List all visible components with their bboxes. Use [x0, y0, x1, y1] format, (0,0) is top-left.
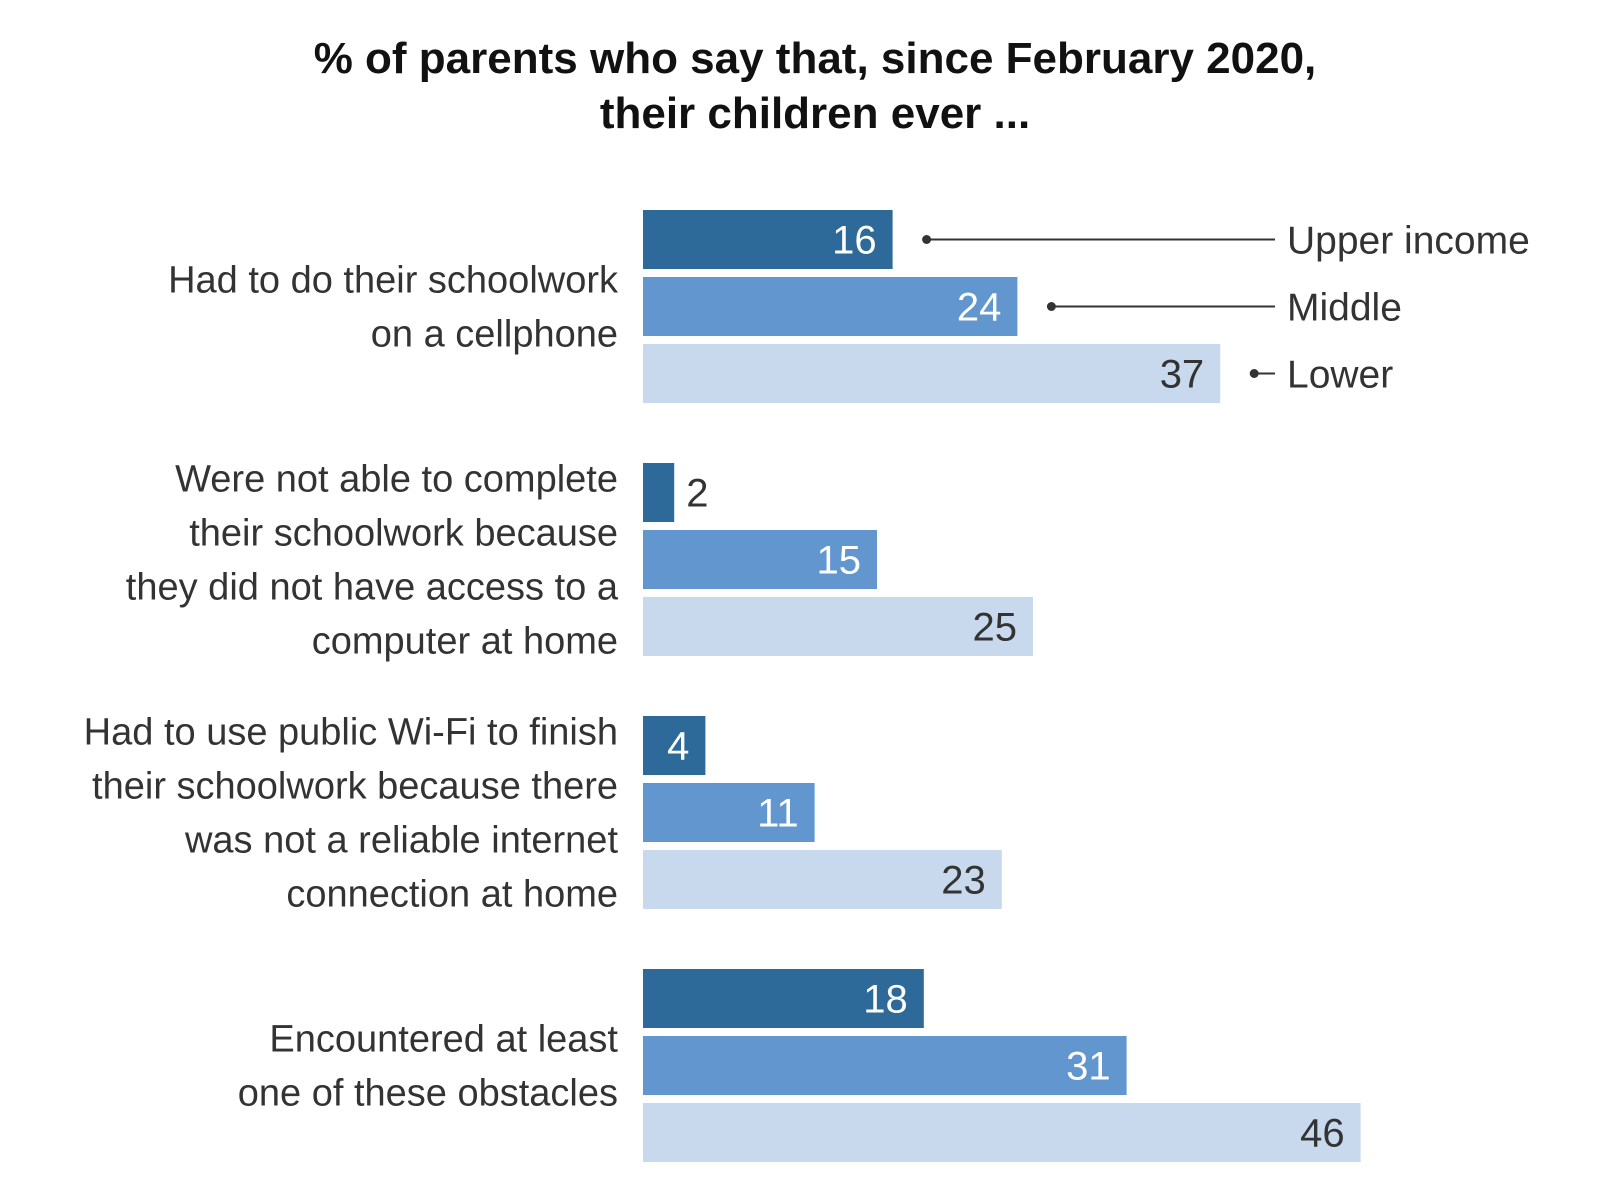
bar [643, 344, 1221, 403]
legend: Upper income Middle Lower [922, 220, 1530, 397]
legend-item: Middle [1046, 287, 1402, 330]
data-label: 15 [817, 539, 862, 583]
category-label: Had to do their schoolwork on a cellphone [168, 260, 619, 356]
bar [643, 530, 877, 589]
bar [643, 716, 706, 775]
category-label-line: Had to do their schoolwork [168, 260, 619, 302]
data-label: 18 [863, 978, 908, 1022]
bar [643, 969, 924, 1028]
legend-label: Middle [1287, 287, 1402, 330]
category-label-line: their schoolwork because there [92, 766, 618, 808]
category-labels: Had to do their schoolwork on a cellphone… [84, 260, 619, 1115]
data-label: 11 [757, 792, 799, 836]
category-label-line: on a cellphone [371, 314, 618, 356]
bar [643, 277, 1018, 336]
bar [643, 1103, 1361, 1162]
legend-item: Upper income [922, 220, 1530, 263]
category-label-line: one of these obstacles [238, 1073, 618, 1115]
legend-item: Lower [1249, 354, 1393, 397]
bars [643, 210, 1361, 1162]
data-label: 4 [667, 725, 689, 769]
data-label: 25 [973, 606, 1018, 650]
value-labels: 16 24 37 2 15 25 4 11 23 18 31 46 [667, 219, 1344, 1156]
data-label: 16 [832, 219, 877, 263]
legend-label: Lower [1287, 354, 1393, 397]
category-label: Encountered at least one of these obstacl… [238, 1019, 619, 1115]
legend-label: Upper income [1287, 220, 1530, 263]
bar [643, 850, 1002, 909]
category-label-line: was not a reliable internet [184, 820, 618, 862]
bar [643, 210, 893, 269]
category-label-line: their schoolwork because [189, 513, 618, 555]
bar [643, 597, 1033, 656]
chart-title-line: % of parents who say that, since Februar… [314, 34, 1317, 83]
data-label: 46 [1300, 1112, 1345, 1156]
data-label: 24 [957, 286, 1002, 330]
bar [643, 783, 815, 842]
category-label-line: Had to use public Wi-Fi to finish [84, 712, 618, 754]
chart-title: % of parents who say that, since Februar… [314, 34, 1317, 138]
data-label: 2 [686, 472, 708, 516]
data-label: 37 [1160, 353, 1205, 397]
category-label-line: connection at home [286, 874, 618, 916]
bar [643, 1036, 1127, 1095]
category-label-line: Encountered at least [269, 1019, 618, 1061]
bar [643, 463, 675, 522]
category-label: Were not able to complete their schoolwor… [126, 459, 619, 663]
data-label: 23 [941, 859, 986, 903]
chart-title-line: their children ever ... [600, 89, 1030, 138]
category-label: Had to use public Wi-Fi to finish their s… [84, 712, 619, 916]
category-label-line: they did not have access to a [126, 567, 619, 609]
category-label-line: computer at home [312, 621, 618, 663]
data-label: 31 [1066, 1045, 1111, 1089]
category-label-line: Were not able to complete [175, 459, 618, 501]
